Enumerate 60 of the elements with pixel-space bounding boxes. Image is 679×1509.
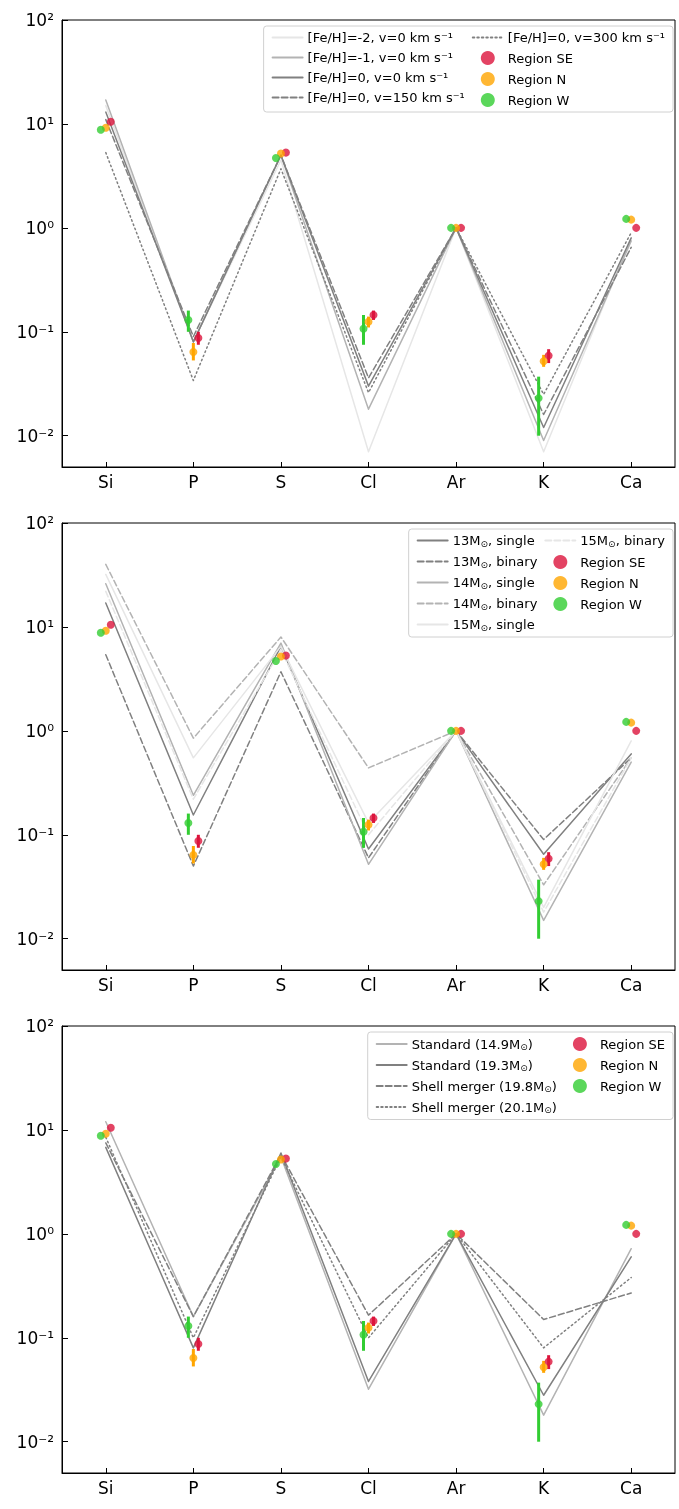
y-tick-label: 10² — [25, 1016, 54, 1036]
y-tick-label: 10⁰ — [25, 1223, 55, 1244]
legend-label: Region N — [507, 71, 567, 87]
legend-label: Region SE — [580, 554, 646, 570]
x-tick-label: P — [188, 1477, 199, 1498]
y-tick-label: 10⁻¹ — [16, 1327, 54, 1348]
legend-label: Region W — [507, 92, 570, 108]
legend-label: Region SE — [599, 1036, 666, 1052]
y-tick-label: 10⁻¹ — [16, 321, 54, 342]
y-tick-label: 10⁻² — [16, 425, 54, 446]
x-tick-label: Ca — [620, 974, 643, 995]
x-tick-label: Ar — [446, 1477, 466, 1498]
legend-label: [Fe/H]=0, v=300 km s⁻¹ — [507, 30, 666, 45]
y-tick-label: 10⁻¹ — [16, 824, 54, 845]
x-tick-label: S — [275, 471, 287, 492]
legend-label: 15M⊙, binary — [580, 533, 666, 549]
x-tick-label: Si — [98, 974, 114, 995]
y-tick-label: 10⁰ — [25, 720, 55, 741]
x-tick-label: Ar — [446, 471, 466, 492]
x-tick-label: Ca — [620, 1477, 643, 1498]
x-tick-label: Ar — [446, 974, 466, 995]
y-tick-label: 10¹ — [25, 113, 54, 134]
legend-label: 14M⊙, single — [452, 575, 535, 591]
y-tick-label: 10¹ — [25, 616, 54, 637]
legend-label: Region N — [599, 1057, 659, 1073]
x-tick-label: P — [188, 471, 199, 492]
legend-label: [Fe/H]=0, v=0 km s⁻¹ — [307, 70, 449, 85]
x-tick-label: Ca — [620, 471, 643, 492]
y-tick-label: 10² — [25, 10, 54, 30]
x-tick-label: K — [538, 974, 551, 995]
x-tick-label: K — [538, 1477, 551, 1498]
x-tick-label: Cl — [360, 974, 377, 995]
y-tick-label: 10¹ — [25, 1119, 54, 1140]
legend-label: Region W — [599, 1078, 662, 1094]
y-tick-label: 10⁰ — [25, 217, 55, 238]
x-tick-label: Cl — [360, 1477, 377, 1498]
legend-label: 14M⊙, binary — [452, 596, 538, 612]
legend-label: [Fe/H]=0, v=150 km s⁻¹ — [307, 90, 465, 105]
x-tick-label: S — [275, 974, 287, 995]
x-tick-label: Cl — [360, 471, 377, 492]
legend-label: 13M⊙, binary — [452, 554, 538, 570]
legend-label: Shell merger (20.1M⊙) — [411, 1099, 557, 1115]
legend-label: Standard (19.3M⊙) — [411, 1057, 533, 1073]
legend-label: Region W — [580, 596, 642, 612]
x-tick-label: S — [275, 1477, 287, 1498]
legend-label: Shell merger (19.8M⊙) — [411, 1078, 557, 1094]
legend-label: 13M⊙, single — [452, 533, 535, 549]
x-tick-label: K — [538, 471, 551, 492]
legend-label: [Fe/H]=-1, v=0 km s⁻¹ — [307, 50, 453, 65]
legend-label: [Fe/H]=-2, v=0 km s⁻¹ — [307, 30, 453, 45]
legend-label: Region N — [580, 575, 639, 591]
y-tick-label: 10⁻² — [16, 928, 54, 949]
y-tick-label: 10⁻² — [16, 1431, 54, 1452]
x-tick-label: P — [188, 974, 199, 995]
legend-label: 15M⊙, single — [452, 617, 535, 633]
y-tick-label: 10² — [25, 513, 54, 533]
x-tick-label: Si — [98, 471, 114, 492]
legend-label: Region SE — [507, 50, 573, 66]
legend-label: Standard (14.9M⊙) — [411, 1036, 533, 1052]
x-tick-label: Si — [98, 1477, 114, 1498]
